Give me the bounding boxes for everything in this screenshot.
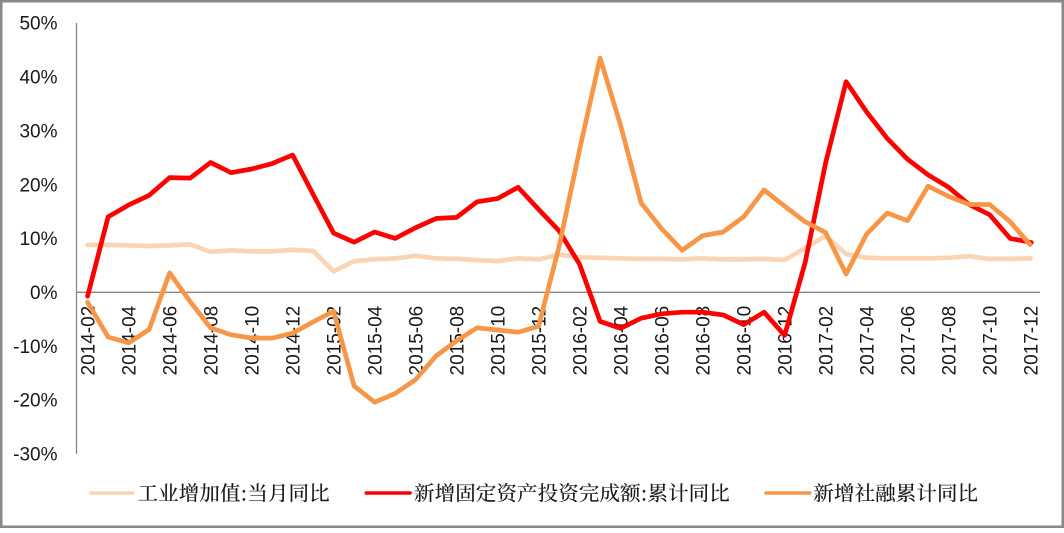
svg-text:10%: 10%: [19, 229, 57, 250]
svg-text:2017-02: 2017-02: [816, 306, 837, 376]
svg-text:2014-06: 2014-06: [160, 306, 181, 376]
svg-text:2016-06: 2016-06: [652, 306, 673, 376]
svg-text:2017-04: 2017-04: [857, 305, 878, 375]
svg-text:2014-12: 2014-12: [283, 306, 304, 376]
svg-text:2017-10: 2017-10: [980, 306, 1001, 376]
svg-text:2014-02: 2014-02: [78, 306, 99, 376]
svg-text:2017-12: 2017-12: [1021, 306, 1042, 376]
svg-text:2016-10: 2016-10: [734, 306, 755, 376]
svg-text:2016-02: 2016-02: [570, 306, 591, 376]
svg-text:-10%: -10%: [13, 337, 57, 358]
svg-text:2015-02: 2015-02: [324, 306, 345, 376]
svg-text:2015-10: 2015-10: [488, 306, 509, 376]
svg-text:2016-08: 2016-08: [693, 306, 714, 376]
svg-text:2015-04: 2015-04: [365, 305, 386, 375]
svg-text:2016-04: 2016-04: [611, 305, 632, 375]
svg-text:-20%: -20%: [13, 391, 57, 412]
svg-text:20%: 20%: [19, 175, 57, 196]
svg-text:2014-10: 2014-10: [242, 306, 263, 376]
svg-text:-30%: -30%: [13, 445, 57, 466]
svg-text:2016-12: 2016-12: [775, 306, 796, 376]
svg-text:30%: 30%: [19, 121, 57, 142]
svg-text:2015-06: 2015-06: [406, 306, 427, 376]
svg-text:50%: 50%: [19, 14, 57, 35]
svg-text:2015-12: 2015-12: [529, 306, 550, 376]
svg-text:40%: 40%: [19, 68, 57, 89]
svg-text:0%: 0%: [30, 283, 58, 304]
svg-text:2017-08: 2017-08: [939, 306, 960, 376]
svg-text:2017-06: 2017-06: [898, 306, 919, 376]
